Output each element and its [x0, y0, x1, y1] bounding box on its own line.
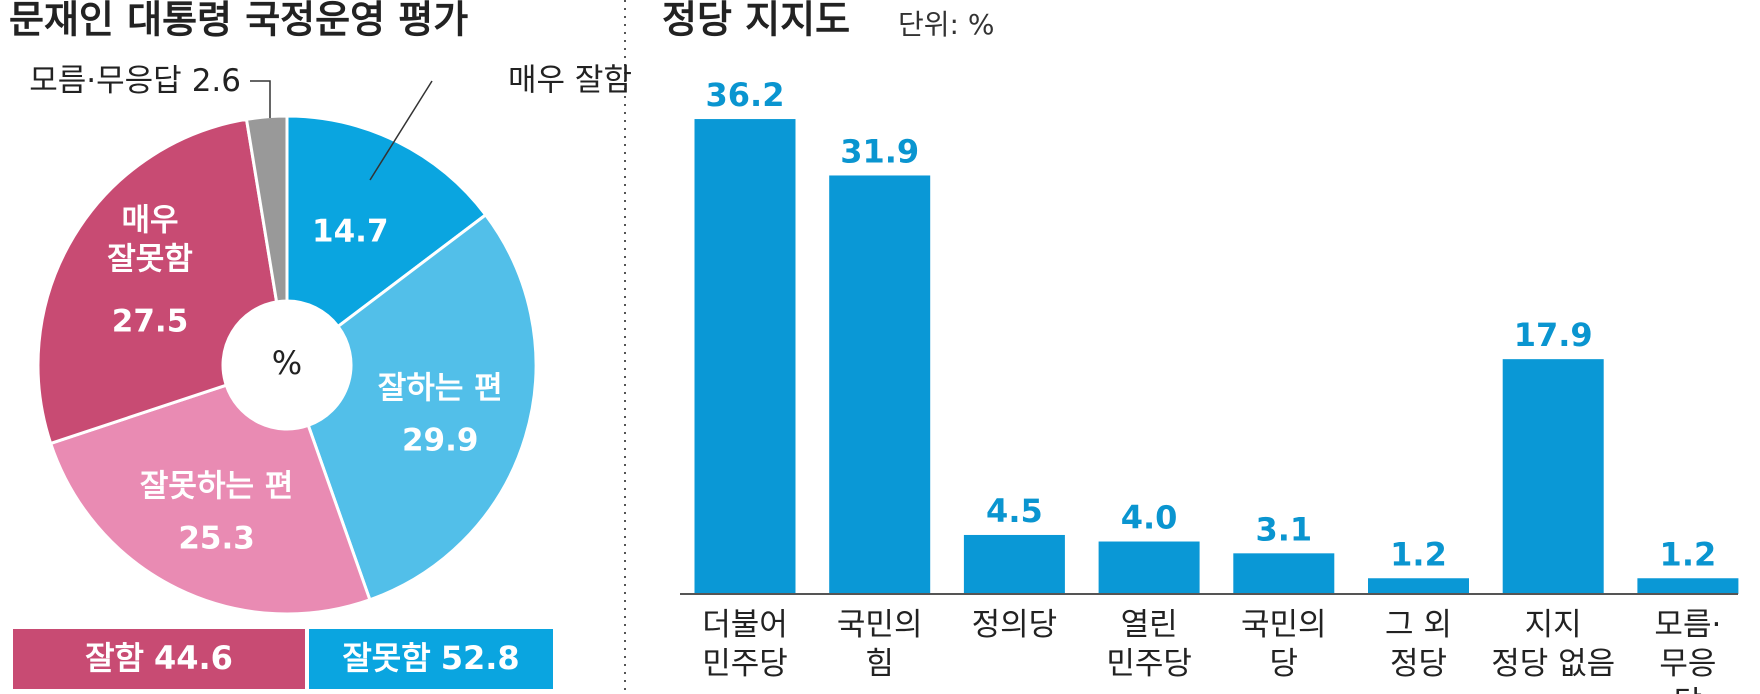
- summary-label: 잘못함: [342, 639, 430, 677]
- x-tick-label: 정의당: [971, 607, 1058, 643]
- summary-value: 44.6: [154, 639, 233, 677]
- slice-value: 27.5: [111, 303, 189, 340]
- value-label: 1.2: [1660, 535, 1717, 573]
- slice-label: 매우 잘못함: [107, 202, 193, 278]
- summary-text: 잘못함 52.8: [342, 639, 519, 677]
- pie-slice: [285, 114, 488, 329]
- bar: [1502, 359, 1604, 594]
- value-label: 31.9: [840, 132, 919, 170]
- value-label: 17.9: [1514, 316, 1593, 354]
- pie-slice: [244, 114, 289, 304]
- slice-value: 25.3: [178, 520, 255, 557]
- value-label: 4.5: [986, 492, 1043, 530]
- bar-title: 정당 지지도: [662, 0, 850, 42]
- x-tick-label: 열린 민주당: [1106, 607, 1192, 682]
- center-label: %: [272, 344, 302, 382]
- summary-text: 잘함 44.6: [85, 639, 233, 677]
- summary-box: [13, 629, 305, 689]
- bar-subtitle: 단위: %: [898, 8, 994, 41]
- value-label: 36.2: [706, 76, 785, 114]
- pie-title: 문재인 대통령 국정운영 평가: [9, 0, 468, 42]
- leader-line: [369, 80, 433, 181]
- pie-slice: [48, 383, 372, 616]
- x-tick-label: 그 외 정당: [1385, 607, 1452, 682]
- leader-line: [250, 80, 271, 118]
- bar: [694, 119, 796, 594]
- summary-label: 잘함: [85, 639, 144, 677]
- value-label: 4.0: [1121, 499, 1178, 537]
- bar: [1637, 578, 1739, 594]
- slice-label: 모름·무응답 2.6: [29, 63, 241, 99]
- slice-value: 2.6: [192, 63, 241, 99]
- x-tick-label: 모름· 무응답: [1654, 607, 1722, 694]
- bar: [1233, 553, 1335, 594]
- summary-value: 52.8: [441, 639, 520, 677]
- pie-slice: [306, 212, 538, 602]
- slice-label: 잘못하는 편: [139, 468, 294, 505]
- value-label: 3.1: [1255, 510, 1312, 548]
- x-tick-label: 더불어 민주당: [702, 607, 788, 682]
- slice-value: 14.7: [312, 213, 389, 250]
- bar: [1368, 578, 1469, 594]
- slice-label: 잘하는 편: [377, 370, 503, 407]
- slice-label: 매우 잘함: [508, 62, 632, 99]
- bar: [1098, 541, 1200, 594]
- slice-name: 모름·무응답: [29, 63, 181, 99]
- pie-slice: [36, 117, 279, 446]
- x-tick-label: 국민의 당: [1241, 607, 1327, 682]
- x-tick-label: 국민의 힘: [836, 607, 923, 682]
- bar: [963, 534, 1065, 594]
- summary-box: [309, 629, 553, 689]
- slice-value: 29.9: [401, 422, 479, 459]
- value-label: 1.2: [1390, 535, 1447, 573]
- bar: [829, 175, 931, 595]
- x-tick-label: 지지 정당 없음: [1491, 607, 1616, 682]
